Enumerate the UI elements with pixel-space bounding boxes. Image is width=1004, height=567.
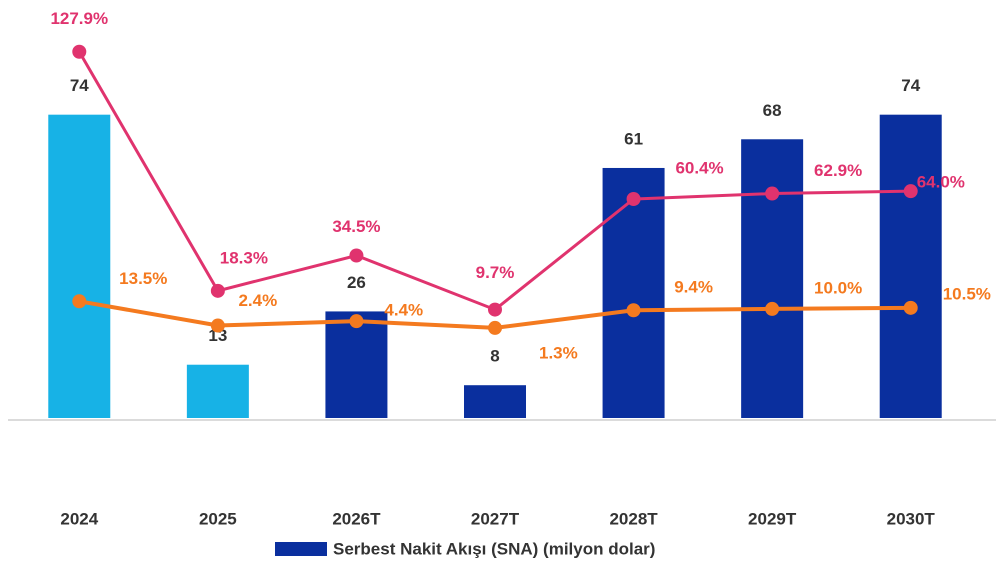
bar-value-label: 26 bbox=[347, 273, 366, 292]
line-value-label: 60.4% bbox=[675, 158, 723, 177]
bar bbox=[879, 114, 942, 418]
line-value-label: 2.4% bbox=[238, 291, 277, 310]
x-tick-label: 2028T bbox=[609, 509, 658, 528]
x-tick-label: 2027T bbox=[471, 509, 520, 528]
line-value-label: 34.5% bbox=[332, 217, 380, 236]
legend-swatch bbox=[275, 542, 327, 556]
line-point bbox=[626, 303, 641, 318]
line-value-label: 64.0% bbox=[917, 173, 965, 192]
line-point bbox=[72, 44, 87, 59]
bar bbox=[464, 385, 526, 418]
line-point bbox=[488, 302, 502, 317]
line-value-label: 9.4% bbox=[674, 278, 713, 297]
bar-value-label: 13 bbox=[208, 326, 227, 345]
line-point bbox=[903, 184, 918, 199]
bar-value-label: 74 bbox=[901, 76, 920, 95]
x-tick-label: 2025 bbox=[199, 509, 237, 528]
line-point bbox=[210, 283, 225, 298]
line-value-label: 10.0% bbox=[814, 278, 862, 297]
bar-value-label: 8 bbox=[490, 347, 499, 366]
line-value-label: 10.5% bbox=[943, 284, 991, 303]
line-point bbox=[765, 186, 780, 201]
line-value-label: 62.9% bbox=[814, 161, 862, 180]
line-point bbox=[210, 318, 225, 333]
x-tick-label: 2030T bbox=[887, 509, 936, 528]
line-point bbox=[349, 248, 364, 263]
line-point bbox=[626, 191, 641, 206]
bar-value-label: 68 bbox=[763, 101, 782, 120]
line-value-label: 127.9% bbox=[50, 9, 108, 28]
bar bbox=[48, 114, 111, 418]
bar bbox=[186, 364, 249, 418]
x-tick-label: 2029T bbox=[748, 509, 797, 528]
line-point bbox=[765, 301, 780, 316]
x-tick-label: 2026T bbox=[332, 509, 381, 528]
bar-value-label: 74 bbox=[70, 76, 89, 95]
x-tick-label: 2024 bbox=[60, 509, 98, 528]
bar bbox=[325, 311, 388, 418]
line-value-label: 4.4% bbox=[384, 301, 423, 320]
line-value-label: 9.7% bbox=[476, 263, 515, 282]
bar-value-label: 61 bbox=[624, 129, 643, 148]
line-point bbox=[903, 300, 918, 315]
line-point bbox=[488, 320, 502, 335]
line-point bbox=[72, 294, 87, 309]
line-value-label: 1.3% bbox=[539, 343, 578, 362]
bar bbox=[741, 139, 804, 418]
line-value-label: 18.3% bbox=[220, 248, 268, 267]
line-point bbox=[349, 314, 364, 329]
bar bbox=[602, 167, 665, 418]
line-value-label: 13.5% bbox=[119, 269, 167, 288]
legend-label: Serbest Nakit Akışı (SNA) (milyon dolar) bbox=[333, 539, 655, 558]
